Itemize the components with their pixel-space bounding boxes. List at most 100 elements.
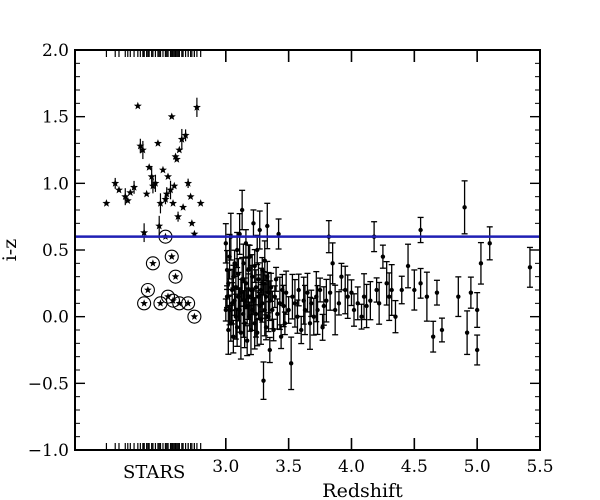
qso-point xyxy=(351,307,357,313)
qso-point xyxy=(418,281,423,286)
qso-point xyxy=(384,281,389,286)
qso-point xyxy=(332,307,338,313)
qso-point xyxy=(464,330,470,335)
qso-point xyxy=(305,290,310,295)
circled-star-ring xyxy=(145,256,160,271)
qso-point xyxy=(288,361,294,366)
plot-frame xyxy=(74,49,541,451)
star-point xyxy=(190,229,199,238)
qso-point xyxy=(231,334,236,339)
star-point xyxy=(123,196,132,205)
qso-point xyxy=(265,223,270,229)
qso-point xyxy=(474,307,480,313)
qso-point xyxy=(474,347,480,353)
qso-point xyxy=(380,254,386,259)
qso-point xyxy=(234,247,240,253)
qso-point xyxy=(278,334,284,339)
qso-point xyxy=(236,271,241,277)
qso-point xyxy=(286,307,291,313)
qso-point xyxy=(283,290,289,295)
qso-point xyxy=(307,321,313,326)
qso-point xyxy=(336,301,342,306)
star-point xyxy=(179,203,188,211)
circled-star-point xyxy=(175,299,184,307)
qso-point xyxy=(263,325,269,330)
qso-point xyxy=(311,314,316,319)
qso-point xyxy=(315,307,320,313)
star-point xyxy=(121,192,130,201)
star-rug-ticks xyxy=(105,50,202,450)
circled-star-ring xyxy=(181,296,196,311)
circled-star-ring xyxy=(164,249,179,264)
x-tick-label: 5.0 xyxy=(464,457,491,477)
star-point xyxy=(184,179,193,187)
star-point xyxy=(136,141,145,150)
qso-point xyxy=(405,263,411,269)
star-point xyxy=(172,155,181,163)
y-tick-label: −0.5 xyxy=(28,374,69,394)
qso-point xyxy=(364,303,369,309)
qso-point xyxy=(478,261,484,266)
qso-point xyxy=(376,301,382,306)
star-point xyxy=(145,163,154,171)
star-point xyxy=(187,219,196,227)
y-tick-label: 1.0 xyxy=(42,174,69,194)
qso-point xyxy=(330,261,335,266)
star-point xyxy=(114,185,123,194)
qso-point xyxy=(462,205,467,210)
qso-point xyxy=(237,231,242,237)
star-point xyxy=(138,145,147,154)
star-point xyxy=(111,179,120,187)
star-point xyxy=(170,181,179,190)
qso-point xyxy=(430,334,436,339)
qso-point xyxy=(418,227,423,233)
qso-points xyxy=(222,180,533,401)
circled-star-ring xyxy=(187,309,202,324)
circled-star-point xyxy=(144,286,152,294)
qso-point xyxy=(468,290,474,295)
star-point xyxy=(102,199,111,207)
y-tick-label: 1.5 xyxy=(42,108,69,128)
qso-point xyxy=(295,314,300,319)
qso-point xyxy=(253,285,259,290)
qso-point xyxy=(320,325,325,330)
star-point xyxy=(192,103,201,111)
qso-point xyxy=(324,298,329,303)
star-point xyxy=(147,172,156,181)
qso-point xyxy=(282,321,288,326)
qso-point xyxy=(243,281,249,286)
qso-point xyxy=(292,301,298,306)
qso-point xyxy=(296,287,301,293)
qso-point xyxy=(234,325,240,330)
qso-point xyxy=(281,303,286,309)
stars-label: STARS xyxy=(123,462,185,483)
qso-point xyxy=(527,265,533,270)
qso-point xyxy=(273,277,279,282)
qso-point xyxy=(317,287,323,293)
qso-point xyxy=(226,327,231,333)
qso-point xyxy=(244,338,250,343)
y-axis-label: i-z xyxy=(0,239,21,262)
qso-point xyxy=(309,301,314,306)
qso-point xyxy=(424,294,430,299)
x-tick-label: 3.5 xyxy=(275,457,302,477)
star-point xyxy=(196,199,205,207)
star-point xyxy=(158,165,167,174)
circled-star-point xyxy=(167,252,176,260)
qso-point xyxy=(261,378,266,383)
qso-point xyxy=(260,301,265,306)
circled-star-point xyxy=(190,312,199,320)
qso-point xyxy=(239,207,245,213)
circled-star-point xyxy=(171,272,180,280)
qso-point xyxy=(272,294,278,299)
x-tick-label: 4.5 xyxy=(401,457,428,477)
star-point xyxy=(140,228,149,237)
x-tick-labels: 3.0 3.5 4.0 4.5 5.0 5.5 xyxy=(212,457,553,477)
qso-point xyxy=(276,231,281,237)
star-point xyxy=(155,221,164,230)
star-point xyxy=(142,189,151,198)
star-point xyxy=(169,199,178,207)
y-tick-labels: 2.0 1.5 1.0 0.5 0.0 −0.5 −1.0 xyxy=(28,41,69,461)
star-point xyxy=(181,131,190,139)
qso-point xyxy=(262,258,267,263)
